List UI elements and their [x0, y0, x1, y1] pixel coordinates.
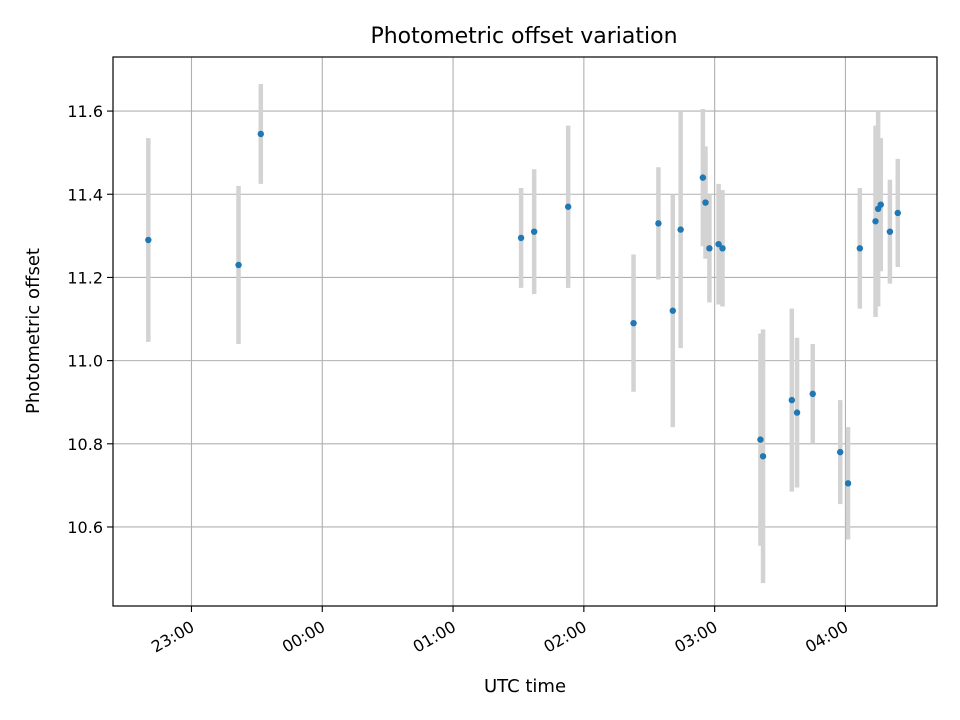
y-tick-label: 10.8: [67, 435, 103, 454]
data-point: [564, 203, 572, 210]
x-tick-label: 00:00: [279, 617, 328, 657]
data-point: [856, 245, 864, 252]
data-point: [837, 448, 844, 456]
y-tick-label: 11.4: [67, 185, 103, 204]
data-point: [793, 409, 801, 416]
data-point: [757, 436, 764, 443]
data-point: [702, 199, 709, 206]
x-tick-label: 01:00: [410, 617, 459, 657]
x-tick-label: 04:00: [802, 617, 851, 657]
data-point: [517, 234, 525, 242]
y-axis-label: Photometric offset: [23, 248, 44, 414]
data-point: [530, 228, 538, 235]
data-point: [759, 453, 767, 460]
chart-title: Photometric offset variation: [370, 24, 677, 49]
grid: [113, 57, 937, 606]
y-tick-label: 10.6: [67, 518, 103, 537]
y-tick-label: 11.0: [67, 352, 103, 371]
data-points: [145, 130, 901, 487]
x-axis-label: UTC time: [484, 676, 566, 697]
data-point: [788, 396, 796, 404]
y-tick-label: 11.2: [67, 268, 103, 287]
data-point: [844, 480, 852, 487]
y-tick-label: 11.6: [67, 102, 103, 121]
data-point: [145, 236, 152, 244]
plot-frame: [112, 56, 938, 607]
data-point: [706, 245, 713, 252]
data-point: [630, 319, 637, 327]
data-point: [877, 201, 884, 208]
data-point: [257, 130, 264, 138]
data-point: [809, 390, 816, 398]
x-tick-label: 02:00: [540, 617, 589, 657]
x-tick-label: 23:00: [148, 617, 197, 657]
data-point: [677, 226, 684, 233]
y-axis-ticks: 10.6 10.8 11.0 11.2 11.4 11.6: [67, 102, 113, 537]
x-axis-ticks: 23:00 00:00 01:00 02:00 03:00 04:00: [148, 606, 851, 657]
error-bars: [146, 84, 901, 584]
data-point: [872, 218, 879, 225]
data-point: [235, 261, 242, 269]
data-point: [699, 174, 707, 181]
data-point: [715, 240, 722, 248]
x-tick-label: 03:00: [671, 617, 720, 657]
data-point: [894, 209, 901, 217]
data-point: [669, 307, 676, 314]
data-point: [655, 220, 662, 227]
data-point: [719, 245, 726, 252]
data-point: [886, 228, 894, 235]
